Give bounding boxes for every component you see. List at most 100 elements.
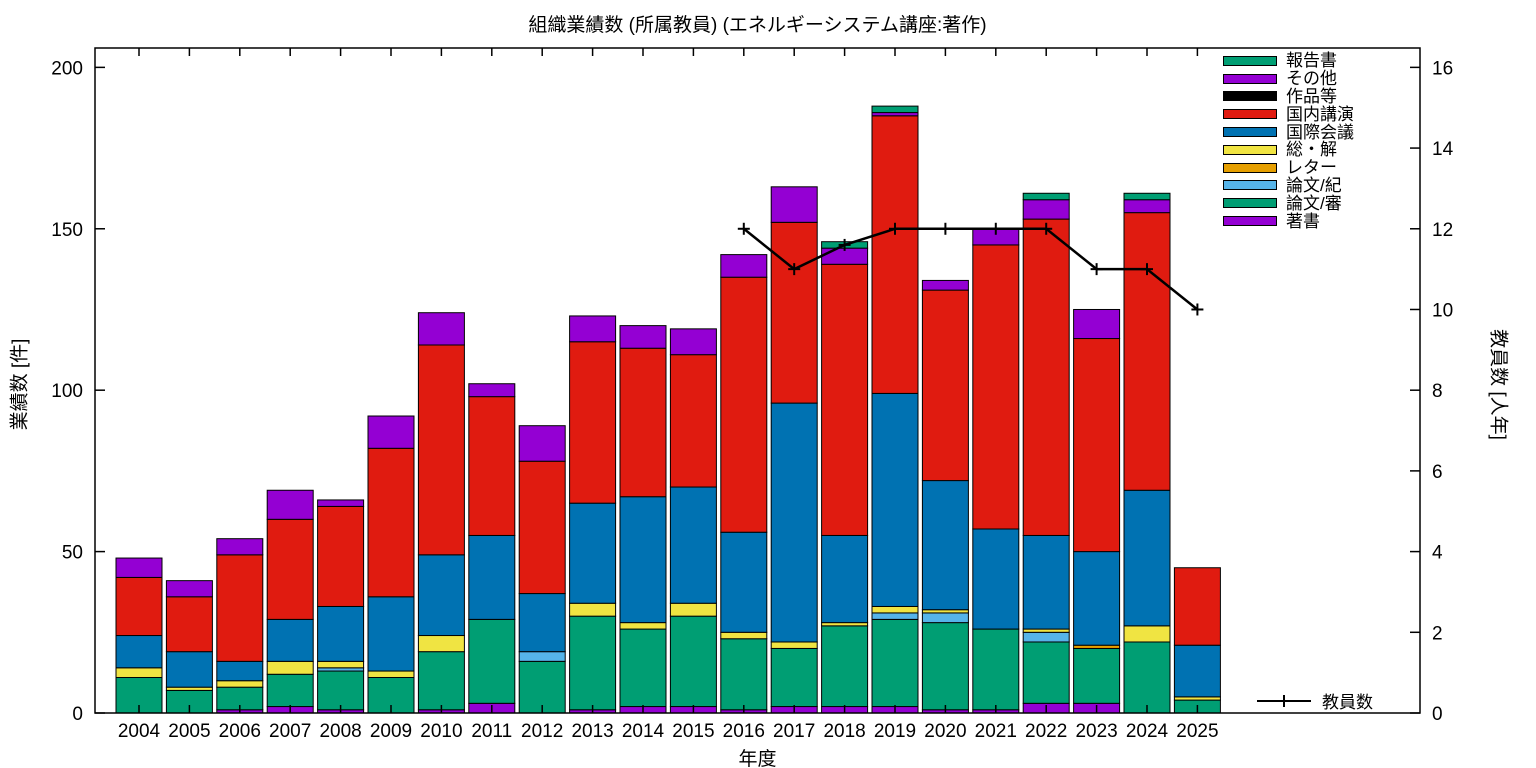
bar-segment-2009-その他 [367,415,415,449]
y-right-tick-label: 12 [1432,220,1453,241]
legend-swatch [1223,127,1277,138]
bar-segment-2004-国際会議 [115,635,163,669]
bar-segment-2007-その他 [266,489,314,520]
bar-segment-2020-論文/紀 [921,612,969,624]
plot-border [94,47,1421,714]
bar-segment-2019-国際会議 [871,392,919,607]
bar-segment-2021-論文/審 [972,628,1020,711]
faculty-line-legend-label: 教員数 [1322,693,1373,712]
legend-swatch [1223,144,1277,155]
bar-segment-2020-論文/審 [921,622,969,711]
chart-title: 組織業績数 (所属教員) (エネルギーシステム講座:著作) [528,15,987,36]
x-tick-label: 2007 [269,721,311,742]
legend-item-著書: 著書 [1223,212,1354,230]
bar-segment-2016-その他 [720,254,768,278]
bar-segment-2013-国際会議 [569,502,617,604]
bar-segment-2008-論文/審 [317,670,365,711]
bar-segment-2015-国際会議 [669,486,717,604]
bar-segment-2017-論文/審 [770,647,818,708]
bar-segment-2023-その他 [1073,308,1121,340]
bar-segment-2007-国際会議 [266,618,314,662]
bar-segment-2006-国内講演 [216,554,264,662]
bar-segment-2017-国際会議 [770,402,818,643]
bar-segment-2011-その他 [468,383,516,398]
bar-segment-2021-国際会議 [972,528,1020,630]
x-tick-label: 2006 [219,721,261,742]
bar-segment-2011-国内講演 [468,396,516,536]
bar-segment-2021-国内講演 [972,244,1020,530]
legend-swatch [1223,180,1277,191]
y-left-tick-label: 0 [72,704,83,725]
y-axis-label-right: 教員数 [人年] [1487,329,1509,440]
y-left-tick-label: 100 [51,381,83,402]
bar-segment-2022-報告書 [1022,192,1070,201]
x-tick-label: 2012 [521,721,563,742]
bar-segment-2018-論文/審 [821,625,869,708]
bar-segment-2023-国内講演 [1073,338,1121,553]
legend-label: 国内講演 [1286,104,1354,124]
bar-segment-2016-国内講演 [720,276,768,533]
bar-segment-2019-総・解 [871,605,919,614]
legend-label: その他 [1286,69,1337,89]
x-tick-label: 2013 [571,721,613,742]
legend-swatch [1223,109,1277,120]
x-tick-label: 2022 [1025,721,1067,742]
x-tick-label: 2020 [924,721,966,742]
y-left-tick-label: 200 [51,58,83,79]
y-right-tick-label: 8 [1432,381,1443,402]
bar-segment-2015-総・解 [669,602,717,617]
bar-segment-2017-その他 [770,186,818,223]
x-tick-label: 2011 [471,721,512,742]
legend-item-国際会議: 国際会議 [1223,123,1354,141]
bar-segment-2022-論文/紀 [1022,631,1070,643]
series-legend: 報告書 その他 作品等 国内講演 国際会議 総・解 レター 論文/紀 論文/審 著書 [1223,52,1354,230]
y-right-tick-label: 4 [1432,543,1443,564]
bar-segment-2013-国内講演 [569,341,617,504]
bar-segment-2006-国際会議 [216,660,264,682]
x-axis-label: 年度 [738,749,777,768]
legend-item-その他: その他 [1223,70,1354,88]
x-tick-label: 2008 [319,721,361,742]
bar-segment-2014-総・解 [619,622,667,630]
y-right-tick-label: 0 [1432,704,1443,725]
bar-segment-2024-国際会議 [1123,489,1171,627]
bar-segment-2008-総・解 [317,660,365,669]
bar-segment-2025-国際会議 [1173,644,1221,698]
legend-swatch [1223,216,1277,227]
bar-segment-2020-国内講演 [921,289,969,482]
bar-segment-2017-総・解 [770,641,818,649]
bar-segment-2013-その他 [569,315,617,343]
legend-label: 国際会議 [1286,122,1354,142]
bar-segment-2008-国内講演 [317,505,365,607]
bar-segment-2012-論文/審 [518,660,566,714]
y-right-tick-label: 10 [1432,300,1453,321]
bar-segment-2011-国際会議 [468,534,516,620]
bar-segment-2014-国内講演 [619,347,667,498]
y-right-tick-label: 2 [1432,623,1443,644]
bar-segment-2015-その他 [669,328,717,356]
bar-segment-2004-国内講演 [115,576,163,637]
faculty-line-legend-sample [1257,694,1311,707]
bar-segment-2016-国際会議 [720,531,768,633]
bar-segment-2009-総・解 [367,670,415,678]
y-left-tick-label: 150 [51,220,83,241]
bar-segment-2007-論文/審 [266,673,314,708]
legend-swatch [1223,55,1277,66]
y-right-tick-label: 16 [1432,58,1453,79]
bar-segment-2008-国際会議 [317,605,365,662]
bar-segment-2010-総・解 [417,635,465,653]
x-tick-label: 2018 [823,721,865,742]
bar-segment-2016-論文/審 [720,638,768,711]
bar-segment-2014-論文/審 [619,628,667,708]
bar-segment-2024-論文/審 [1123,641,1171,714]
x-tick-label: 2025 [1176,721,1218,742]
legend-label: レター [1286,158,1337,178]
bar-segment-2014-その他 [619,325,667,349]
bar-segment-2024-総・解 [1123,625,1171,643]
legend-label: 報告書 [1286,51,1337,71]
legend-label: 論文/紀 [1286,175,1342,195]
bar-segment-2022-国際会議 [1022,534,1070,630]
bar-segment-2010-国際会議 [417,554,465,637]
bar-segment-2018-国内講演 [821,263,869,536]
